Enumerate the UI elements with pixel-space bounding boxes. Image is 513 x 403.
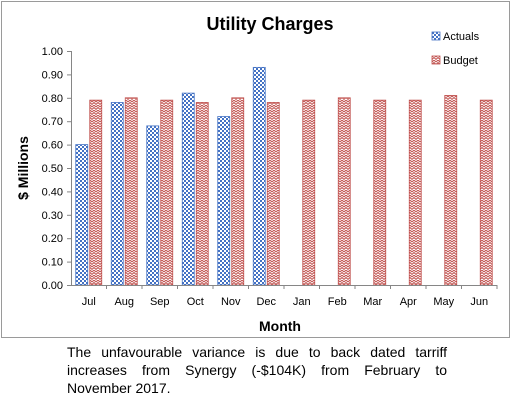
bar-actuals-aug bbox=[110, 102, 124, 286]
bar-budget-oct bbox=[195, 102, 209, 286]
x-tick-label: Apr bbox=[400, 296, 417, 308]
x-tick-label: Jun bbox=[470, 296, 488, 308]
y-tick-label: 0.40 bbox=[42, 186, 63, 198]
y-tick-label: 0.20 bbox=[42, 233, 63, 245]
x-tick-label: Nov bbox=[221, 296, 241, 308]
y-tick-label: 0.90 bbox=[42, 69, 63, 81]
caption-text: The unfavourable variance is due to back… bbox=[67, 344, 447, 396]
x-tick-label: Feb bbox=[328, 296, 347, 308]
x-tick-label: Sep bbox=[150, 296, 170, 308]
legend-label-actuals: Actuals bbox=[443, 31, 480, 43]
x-axis-label: Month bbox=[259, 318, 301, 334]
y-tick-label: 1.00 bbox=[42, 46, 63, 58]
bar-actuals-jul bbox=[75, 144, 89, 286]
bar-actuals-nov bbox=[217, 116, 231, 286]
y-tick-label: 0.00 bbox=[42, 280, 63, 292]
y-tick-label: 0.50 bbox=[42, 163, 63, 175]
bar-actuals-dec bbox=[252, 66, 266, 286]
x-tick-label: Jan bbox=[293, 296, 311, 308]
bar-actuals-sep bbox=[146, 125, 160, 286]
bar-actuals-oct bbox=[181, 92, 195, 286]
x-tick-label: Jul bbox=[82, 296, 96, 308]
utility-charges-chart: Utility Charges $ Millions Month 0.00 0.1… bbox=[15, 14, 498, 334]
legend: Actuals Budget bbox=[431, 31, 480, 67]
bar-budget-dec bbox=[266, 102, 280, 286]
y-axis-label: $ Millions bbox=[15, 136, 31, 200]
bars bbox=[75, 66, 493, 286]
bar-budget-sep bbox=[160, 99, 174, 286]
x-axis-ticks: Jul Aug Sep Oct Nov Dec Jan Feb Mar Apr May Jun bbox=[82, 285, 498, 308]
x-tick-label: May bbox=[433, 296, 454, 308]
y-axis-ticks: 0.00 0.10 0.20 0.30 0.40 0.50 0.60 0.70 0.80 0.90… bbox=[42, 46, 71, 292]
legend-label-budget: Budget bbox=[443, 55, 478, 67]
x-tick-label: Mar bbox=[363, 296, 382, 308]
bar-budget-jan bbox=[302, 99, 316, 286]
bar-budget-may bbox=[444, 95, 458, 286]
bar-budget-aug bbox=[124, 97, 138, 286]
chart-title: Utility Charges bbox=[206, 14, 333, 34]
bar-budget-nov bbox=[231, 97, 245, 286]
legend-swatch-budget bbox=[431, 55, 441, 65]
bar-budget-mar bbox=[373, 99, 387, 286]
y-tick-label: 0.70 bbox=[42, 116, 63, 128]
y-tick-label: 0.60 bbox=[42, 140, 63, 152]
x-tick-label: Oct bbox=[187, 296, 204, 308]
legend-swatch-actuals bbox=[431, 31, 441, 41]
x-tick-label: Aug bbox=[114, 296, 134, 308]
bar-budget-feb bbox=[337, 97, 351, 286]
x-tick-label: Dec bbox=[256, 296, 276, 308]
bar-budget-apr bbox=[408, 99, 422, 286]
y-tick-label: 0.30 bbox=[42, 210, 63, 222]
bar-budget-jun bbox=[479, 99, 493, 286]
bar-budget-jul bbox=[89, 99, 103, 286]
y-tick-label: 0.10 bbox=[42, 257, 63, 269]
y-tick-label: 0.80 bbox=[42, 93, 63, 105]
